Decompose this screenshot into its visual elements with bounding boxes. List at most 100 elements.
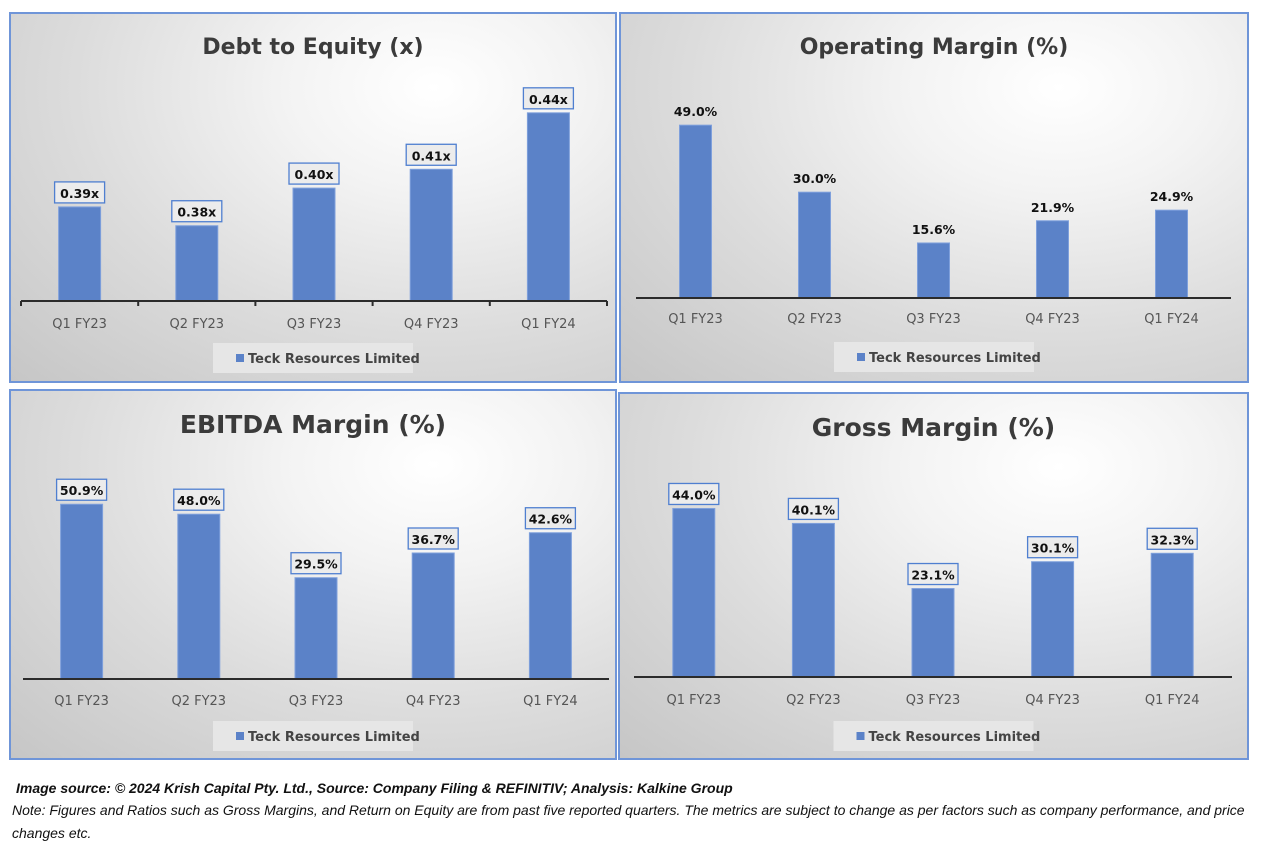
x-tick-label: Q1 FY23 bbox=[52, 317, 107, 332]
data-label: 49.0% bbox=[674, 104, 718, 119]
bar bbox=[528, 532, 572, 680]
bar bbox=[1031, 561, 1075, 678]
x-tick-label: Q3 FY23 bbox=[287, 317, 342, 332]
bar bbox=[917, 242, 950, 299]
legend: Teck Resources Limited bbox=[834, 342, 1041, 372]
bar bbox=[791, 522, 835, 678]
data-label: 40.1% bbox=[792, 502, 836, 517]
data-label-box bbox=[668, 482, 720, 506]
data-label: 21.9% bbox=[1031, 200, 1075, 215]
footnote: Note: Figures and Ratios such as Gross M… bbox=[12, 802, 1245, 841]
chart-svg: Debt to Equity (x) 0.39x Q1 FY23 0.38x Q2 FY… bbox=[20, 35, 608, 373]
legend-box bbox=[833, 721, 1034, 751]
x-tick-label: Q1 FY23 bbox=[666, 693, 721, 708]
bar bbox=[409, 168, 453, 302]
bar bbox=[292, 187, 336, 302]
x-tick-label: Q1 FY24 bbox=[1145, 693, 1200, 708]
bar bbox=[175, 225, 219, 302]
data-label: 15.6% bbox=[912, 222, 956, 237]
data-label: 0.38x bbox=[177, 205, 216, 220]
x-tick-label: Q4 FY23 bbox=[406, 694, 461, 709]
data-label: 48.0% bbox=[177, 493, 221, 508]
chart-svg: Gross Margin (%) 44.0% Q1 FY23 40.1% Q2 FY23… bbox=[634, 413, 1232, 751]
x-tick-label: Q3 FY23 bbox=[289, 694, 344, 709]
legend-box bbox=[213, 343, 413, 373]
chart-svg: EBITDA Margin (%) 50.9% Q1 FY23 48.0% Q2 FY2… bbox=[23, 410, 609, 751]
bar bbox=[60, 503, 104, 680]
data-label-box bbox=[522, 87, 575, 110]
data-label-box bbox=[787, 497, 840, 521]
data-label: 0.41x bbox=[412, 148, 451, 163]
legend-box bbox=[213, 721, 413, 751]
x-tick-label: Q1 FY24 bbox=[1144, 312, 1199, 327]
data-label: 0.40x bbox=[295, 167, 334, 182]
data-label: 24.9% bbox=[1150, 189, 1194, 204]
data-label-box bbox=[53, 181, 106, 204]
legend-label: Teck Resources Limited bbox=[248, 730, 420, 745]
bar bbox=[294, 577, 338, 680]
gross-margin-chart: Gross Margin (%) 44.0% Q1 FY23 40.1% Q2 FY23… bbox=[618, 392, 1249, 760]
data-label: 23.1% bbox=[911, 568, 955, 583]
data-label-box bbox=[907, 562, 959, 586]
debt-to-equity-chart: Debt to Equity (x) 0.39x Q1 FY23 0.38x Q2 FY… bbox=[9, 12, 617, 383]
bar bbox=[411, 552, 455, 680]
x-tick-label: Q1 FY24 bbox=[523, 694, 578, 709]
bar bbox=[1150, 552, 1194, 678]
legend-box bbox=[834, 342, 1034, 372]
data-label: 50.9% bbox=[60, 483, 104, 498]
bar bbox=[798, 191, 831, 299]
chart-title: Operating Margin (%) bbox=[800, 35, 1069, 60]
data-label-box bbox=[171, 200, 223, 223]
bar bbox=[58, 206, 102, 302]
x-tick-label: Q1 FY23 bbox=[668, 312, 723, 327]
data-label: 0.39x bbox=[60, 186, 99, 201]
legend: Teck Resources Limited bbox=[213, 343, 420, 373]
x-tick-label: Q4 FY23 bbox=[404, 317, 459, 332]
legend-swatch bbox=[236, 354, 244, 362]
bar bbox=[679, 124, 712, 299]
data-label: 42.6% bbox=[529, 512, 573, 527]
data-label: 30.0% bbox=[793, 171, 837, 186]
bar bbox=[911, 588, 955, 678]
data-label-box bbox=[1146, 527, 1198, 550]
legend: Teck Resources Limited bbox=[833, 721, 1040, 751]
x-tick-label: Q2 FY23 bbox=[786, 693, 841, 708]
data-label-box bbox=[55, 478, 108, 501]
legend-label: Teck Resources Limited bbox=[248, 352, 420, 367]
bar bbox=[1155, 209, 1188, 299]
data-label-box bbox=[173, 488, 225, 511]
x-tick-label: Q2 FY23 bbox=[169, 317, 224, 332]
chart-title: Gross Margin (%) bbox=[812, 413, 1055, 442]
x-tick-label: Q2 FY23 bbox=[787, 312, 842, 327]
data-label: 29.5% bbox=[294, 557, 338, 572]
data-label: 0.44x bbox=[529, 92, 568, 107]
ebitda-margin-chart: EBITDA Margin (%) 50.9% Q1 FY23 48.0% Q2 FY2… bbox=[9, 389, 617, 760]
data-label-box bbox=[1026, 536, 1079, 559]
data-label-box bbox=[405, 143, 457, 166]
bar bbox=[672, 507, 716, 678]
chart-title: Debt to Equity (x) bbox=[202, 35, 423, 60]
x-tick-label: Q2 FY23 bbox=[171, 694, 226, 709]
chart-svg: Operating Margin (%) 49.0% Q1 FY23 30.0% Q2 … bbox=[636, 35, 1231, 372]
x-tick-label: Q3 FY23 bbox=[906, 693, 961, 708]
image-source-credit: Image source: © 2024 Krish Capital Pty. … bbox=[16, 780, 733, 796]
x-tick-label: Q1 FY23 bbox=[54, 694, 109, 709]
data-label: 44.0% bbox=[672, 487, 716, 502]
bar bbox=[177, 513, 221, 680]
x-tick-label: Q4 FY23 bbox=[1025, 312, 1080, 327]
legend-swatch bbox=[236, 732, 244, 740]
bar bbox=[526, 112, 570, 302]
chart-title: EBITDA Margin (%) bbox=[180, 410, 446, 439]
x-tick-label: Q1 FY24 bbox=[521, 317, 576, 332]
data-label-box bbox=[290, 552, 342, 575]
legend-label: Teck Resources Limited bbox=[869, 351, 1041, 366]
legend-swatch bbox=[856, 732, 865, 740]
data-label-box bbox=[407, 527, 459, 550]
legend: Teck Resources Limited bbox=[213, 721, 420, 751]
x-tick-label: Q3 FY23 bbox=[906, 312, 961, 327]
data-label-box bbox=[524, 507, 577, 530]
data-label: 32.3% bbox=[1151, 532, 1195, 547]
operating-margin-chart: Operating Margin (%) 49.0% Q1 FY23 30.0% Q2 … bbox=[619, 12, 1249, 383]
bar bbox=[1036, 220, 1069, 299]
legend-swatch bbox=[857, 353, 865, 361]
